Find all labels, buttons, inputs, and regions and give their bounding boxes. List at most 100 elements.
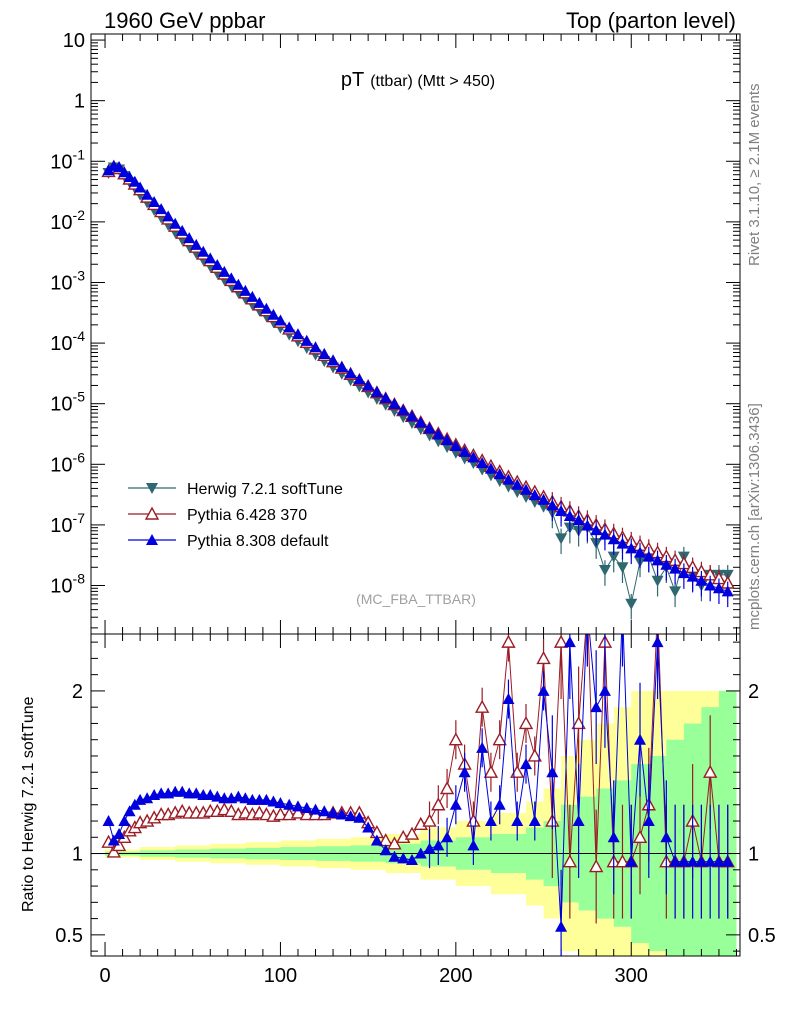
data-point (511, 478, 524, 490)
ratio-data-point (387, 836, 402, 850)
data-point (669, 586, 682, 598)
ratio-data-point (642, 815, 655, 827)
data-point (246, 290, 259, 302)
ratio-data-point (106, 844, 121, 858)
data-point (134, 181, 147, 193)
legend-label: Pythia 6.428 370 (187, 507, 307, 524)
data-point (388, 397, 401, 409)
data-point (300, 334, 313, 346)
data-point (148, 195, 161, 207)
ratio-data-point (712, 855, 725, 867)
ratio-data-point (423, 842, 436, 854)
data-point (183, 232, 196, 244)
ratio-plot-data (101, 604, 735, 956)
data-point (502, 473, 515, 485)
ratio-data-point (458, 766, 471, 778)
ratio-data-point (362, 821, 375, 833)
ratio-data-point (562, 854, 578, 868)
ratio-data-point (300, 802, 313, 814)
data-point (546, 499, 559, 511)
data-point (677, 567, 690, 579)
ratio-data-point (511, 815, 524, 827)
data-point (563, 510, 576, 522)
ratio-data-point (677, 855, 690, 867)
data-point (141, 188, 154, 200)
ratio-data-point (299, 807, 314, 821)
ratio-data-point (501, 634, 516, 648)
ratio-data-point (527, 748, 542, 762)
data-point (441, 434, 454, 446)
data-point (379, 392, 392, 404)
ratio-data-point (537, 684, 550, 696)
data-point (190, 238, 203, 250)
data-point (162, 210, 175, 222)
ratio-data-point (318, 805, 331, 817)
ratio-data-point (397, 852, 410, 864)
ratio-data-point (441, 831, 454, 843)
data-point (625, 542, 638, 554)
y-tick-label: 10-1 (50, 146, 85, 173)
data-point (260, 302, 273, 314)
data-point (651, 554, 664, 566)
ratio-data-point (721, 855, 734, 867)
y-tick-label: 10-6 (50, 449, 85, 476)
legend-marker (146, 534, 158, 545)
y-tick-label: 1 (74, 91, 85, 113)
data-point (555, 533, 568, 545)
ratio-data-point (607, 831, 620, 843)
ratio-data-point (669, 855, 682, 867)
data-point (309, 341, 322, 353)
legend-marker (146, 483, 158, 494)
x-tick-label: 200 (439, 965, 472, 987)
ratio-data-point (474, 699, 490, 713)
y-tick-label: 10-2 (50, 207, 85, 234)
data-point (695, 574, 708, 586)
analysis-tag: (MC_FBA_TTBAR) (356, 591, 476, 607)
ratio-data-point (467, 839, 480, 851)
data-point (449, 440, 462, 452)
data-point (405, 410, 418, 422)
y-tick-label: 10-7 (50, 510, 85, 537)
process-label: Top (parton level) (566, 8, 736, 33)
data-point (397, 404, 410, 416)
legend-item-pythia-8-308-default: Pythia 8.308 default (128, 533, 329, 550)
ratio-data-point (651, 636, 664, 648)
data-point (607, 533, 620, 545)
data-point (686, 570, 699, 582)
data-point (113, 161, 126, 173)
plot-title: pT (ttbar) (Mtt > 450) (341, 69, 495, 91)
ratio-data-point (686, 855, 699, 867)
ratio-data-point (273, 807, 288, 821)
data-point (721, 585, 734, 597)
ratio-data-point (634, 733, 647, 745)
ratio-band-1sigma (105, 690, 737, 956)
ratio-data-point (239, 792, 252, 804)
ratio-series-pythia-8-308-default (102, 604, 734, 956)
y-tick-label: 10 (63, 30, 85, 52)
y-tick-label: 10-5 (50, 389, 85, 416)
ratio-data-point (448, 732, 464, 746)
ratio-data-point (590, 701, 603, 713)
data-point (283, 321, 296, 333)
data-point (520, 483, 533, 495)
ratio-data-point (502, 693, 515, 705)
data-point (432, 428, 445, 440)
ratio-data-point (581, 604, 593, 615)
axes: 10 1 10-1 10-2 10-3 10-4 10-5 10-6 10-7 10-8 0 100 2… (50, 30, 776, 987)
ratio-data-point (432, 839, 445, 851)
ratio-data-point (528, 815, 541, 827)
data-point (476, 457, 489, 469)
ratio-data-point (232, 790, 245, 802)
data-point (232, 278, 245, 290)
data-point (414, 416, 427, 428)
legend-item-herwig-7-2-1-softtune: Herwig 7.2.1 softTune (128, 481, 343, 498)
ratio-data-point (695, 855, 708, 867)
data-point (335, 360, 348, 372)
ratio-data-point (546, 766, 559, 778)
data-point (651, 575, 664, 587)
ratio-y-tick-label: 2 (72, 681, 83, 703)
ratio-data-point (704, 855, 717, 867)
data-point (581, 519, 594, 531)
ratio-data-point (588, 859, 604, 873)
